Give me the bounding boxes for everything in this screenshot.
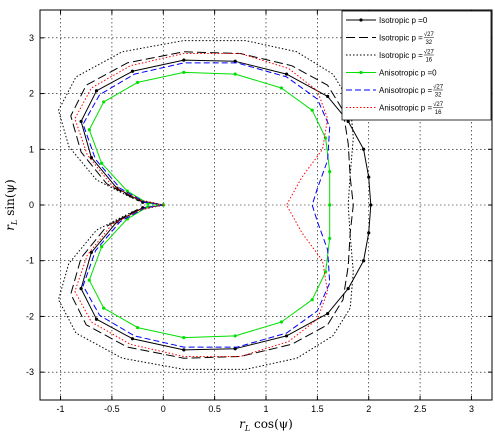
legend-label-3: Anisotropic p =	[379, 69, 432, 78]
x-tick-label: -1	[57, 404, 65, 414]
legend-box	[341, 10, 492, 121]
series-3-point	[328, 236, 332, 241]
series-0-point	[79, 286, 83, 291]
legend-value-3: 0	[432, 69, 437, 78]
x-tick-label: -0.5	[104, 404, 120, 414]
x-tick-label: 0.5	[208, 404, 221, 414]
series-3-point	[102, 306, 106, 310]
y-tick-label: 0	[29, 200, 34, 210]
series-0-point	[284, 72, 289, 76]
legend-label-4: Anisotropic p =	[379, 86, 432, 95]
series-3-point	[135, 325, 140, 330]
tick-marks: -1 -0.5 0 0.5 1 1.5 2 2.5 3 -3 -2 -1 0 1 2 3	[26, 10, 492, 414]
series-0-point	[369, 203, 373, 207]
legend-label-0: Isotropic p =	[379, 16, 423, 25]
legend-label-1: Isotropic p =	[379, 34, 423, 43]
series-0-point	[346, 119, 350, 124]
x-tick-label: 0	[161, 404, 166, 414]
legend-swatch-marker-0	[359, 18, 363, 22]
legend-swatch-marker-3	[359, 70, 363, 75]
legend-label-5: Anisotropic p =	[379, 104, 432, 113]
legend-frac-den-1: 32	[425, 40, 432, 46]
legend-frac-num-1: √27	[424, 31, 435, 38]
series-3-point	[100, 161, 104, 165]
y-tick-label: -3	[26, 367, 34, 377]
legend-frac-den-5: 16	[435, 110, 442, 116]
x-tick-label: 2	[366, 404, 371, 414]
series-0-point	[326, 312, 330, 316]
legend-label-2: Isotropic p =	[379, 51, 423, 60]
y-tick-label: 2	[29, 89, 34, 99]
y-axis-label: rL sin(ψ)	[3, 179, 19, 230]
series-3-point	[233, 334, 237, 338]
series-0-point	[182, 348, 186, 352]
series-0-point	[94, 89, 99, 93]
series-3-point	[182, 336, 186, 340]
series-3-point	[310, 298, 314, 302]
series-0-point	[94, 317, 99, 321]
series-3-point	[102, 100, 106, 104]
series-3-point	[233, 72, 237, 76]
y-tick-label: 1	[29, 144, 34, 154]
series-3-point	[87, 278, 91, 282]
series-line-2	[58, 40, 354, 370]
series-0-point	[346, 286, 350, 291]
series-0-point	[367, 175, 371, 179]
series-layer	[58, 40, 373, 370]
legend-frac-num-2: √27	[424, 49, 435, 56]
series-0-point	[130, 69, 135, 73]
series-line-1	[70, 51, 354, 359]
x-tick-label: 1.5	[311, 404, 324, 414]
y-tick-label: -2	[26, 311, 34, 321]
series-0-point	[89, 250, 93, 254]
series-3-point	[328, 203, 332, 207]
series-0-point	[89, 156, 93, 160]
series-3-point	[100, 245, 104, 249]
series-0-point	[367, 231, 371, 235]
series-0-point	[361, 147, 366, 151]
series-0-point	[326, 94, 330, 98]
series-line-4	[82, 62, 331, 348]
legend-frac-den-4: 32	[435, 93, 442, 99]
legend-value-0: 0	[423, 16, 428, 25]
series-0-point	[79, 119, 83, 124]
x-tick-label: 2.5	[414, 404, 427, 414]
y-tick-label: 3	[29, 33, 34, 43]
series-3-point	[310, 108, 314, 112]
y-tick-label: -1	[26, 256, 34, 266]
series-3-point	[279, 86, 284, 90]
series-0-point	[361, 259, 366, 263]
series-3-point	[279, 320, 284, 324]
x-tick-label: 1	[263, 404, 268, 414]
series-3-point	[135, 80, 140, 85]
legend-frac-den-2: 16	[425, 58, 432, 64]
series-3-point	[182, 70, 186, 74]
series-0-point	[130, 337, 135, 341]
series-0-point	[233, 59, 237, 63]
series-0-point	[233, 347, 237, 351]
series-3-point	[125, 189, 129, 193]
legend-frac-num-4: √27	[433, 84, 444, 91]
series-3-point	[87, 128, 91, 132]
x-tick-label: 3	[469, 404, 474, 414]
x-axis-label: rL cos(ψ)	[239, 417, 293, 433]
series-0-point	[182, 58, 186, 62]
series-3-point	[328, 169, 332, 174]
legend-frac-num-5: √27	[433, 101, 444, 108]
series-0-point	[284, 334, 289, 338]
